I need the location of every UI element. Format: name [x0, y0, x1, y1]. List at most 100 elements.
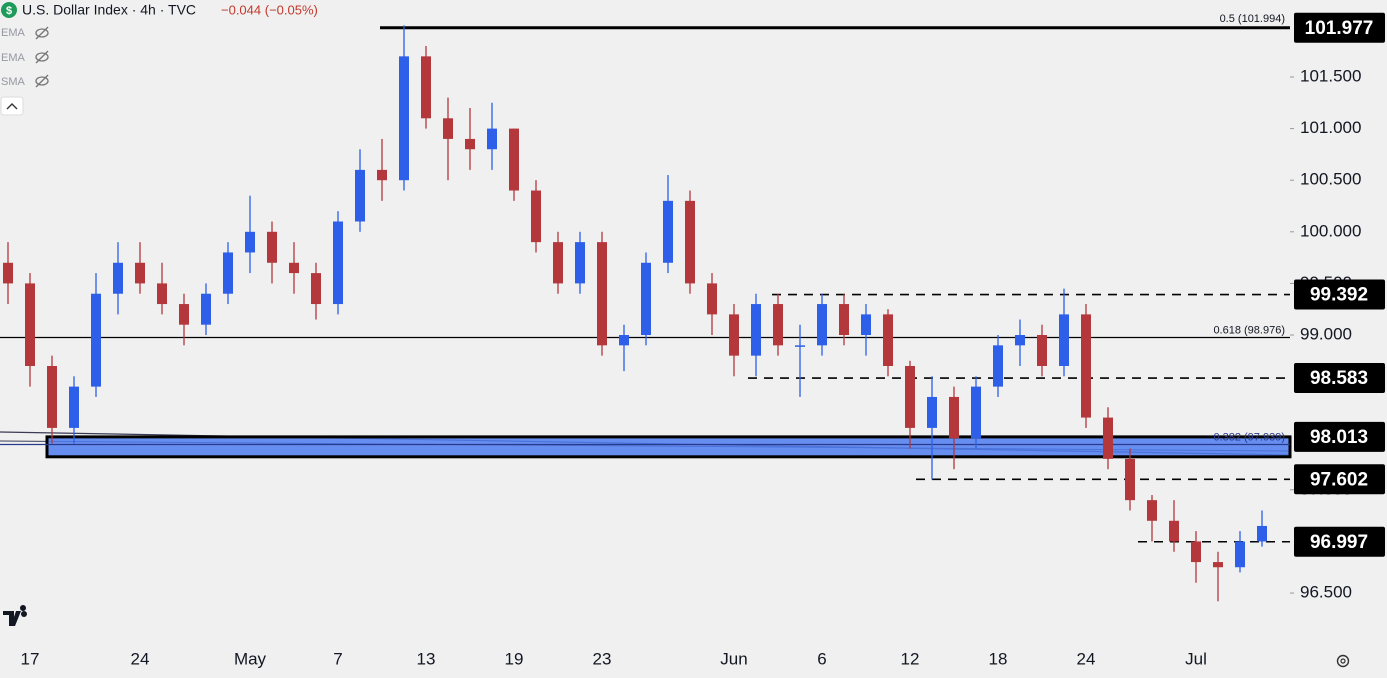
candle-body: [949, 396, 959, 439]
x-tick-label: 17: [21, 649, 40, 668]
candle-body: [47, 365, 57, 428]
candle-body: [1037, 335, 1047, 366]
level-layer: 0.5 (101.994) 0.618 (98.976) 0.382 (97.939…: [0, 13, 1292, 543]
symbol-logo-text: $: [6, 5, 12, 17]
candle-body: [377, 169, 387, 181]
candle-body: [751, 304, 761, 356]
candle-body: [1257, 525, 1267, 542]
candle-body: [465, 138, 475, 150]
indicator-list: EMA EMA SMA: [0, 26, 49, 116]
y-tick-label: 100.000: [1300, 221, 1361, 240]
tv-logo-dot: [21, 611, 27, 617]
candle-body: [1213, 562, 1223, 568]
candle-body: [399, 56, 409, 181]
candle-body: [685, 200, 695, 284]
candle-body: [839, 304, 849, 336]
price-box: [1294, 421, 1385, 452]
candle-body: [597, 242, 607, 346]
candle-body: [135, 262, 145, 284]
price-box: [1294, 363, 1385, 394]
x-tick-label: 18: [989, 649, 1008, 668]
x-tick-label: Jul: [1185, 649, 1207, 668]
candle-body: [69, 386, 79, 428]
settings-icon-center: [1340, 658, 1346, 664]
indicator-label[interactable]: EMA: [1, 52, 26, 64]
candle-body: [157, 283, 167, 305]
candle-layer: [3, 25, 1267, 602]
indicator-label[interactable]: SMA: [1, 76, 26, 88]
candle-body: [729, 314, 739, 356]
price-change: −0.044 (−0.05%): [221, 2, 318, 17]
indicator-label[interactable]: EMA: [1, 27, 26, 39]
candle-body: [575, 242, 585, 284]
fib-label: 0.618 (98.976): [1213, 324, 1285, 336]
candle-body: [3, 262, 13, 284]
fib-label: 0.5 (101.994): [1220, 13, 1285, 25]
collapse-button[interactable]: [0, 96, 24, 116]
price-box: [1294, 464, 1385, 495]
candle-body: [179, 304, 189, 325]
candle-body: [1125, 458, 1135, 501]
x-tick-label: May: [234, 649, 267, 668]
candle-body: [1015, 335, 1025, 346]
candle-body: [905, 365, 915, 428]
candle-body: [289, 262, 299, 274]
candle-body: [1147, 500, 1157, 521]
candle-body: [773, 304, 783, 346]
x-tick-label: 19: [505, 649, 524, 668]
x-tick-label: 24: [131, 649, 150, 668]
candle-body: [1081, 314, 1091, 418]
candle-body: [1059, 314, 1069, 366]
candle-body: [641, 262, 651, 336]
candle-body: [311, 273, 321, 305]
price-box-label: 98.583: [1310, 368, 1368, 389]
candle-body: [487, 128, 497, 150]
price-box-label: 101.977: [1305, 18, 1374, 39]
price-box: [1294, 12, 1385, 43]
x-tick-label: 24: [1077, 649, 1096, 668]
y-tick-label: 100.500: [1300, 170, 1361, 189]
symbol-title[interactable]: U.S. Dollar Index · 4h · TVC: [22, 2, 196, 18]
x-tick-label: 12: [901, 649, 920, 668]
candle-body: [509, 128, 519, 191]
fib-label: 0.382 (97.939): [1213, 431, 1285, 443]
x-tick-label: 7: [333, 649, 342, 668]
hidden-icons: [35, 26, 49, 88]
candle-body: [1235, 541, 1245, 568]
support-zone: [45, 435, 1292, 459]
price-box-label: 97.602: [1310, 469, 1368, 490]
axis-layer: 101.500101.000100.500100.00099.50099.000…: [21, 12, 1385, 668]
y-tick-label: 96.500: [1300, 583, 1352, 602]
candle-body: [25, 283, 35, 366]
price-box-label: 99.392: [1310, 285, 1368, 306]
symbol-logo: [1, 2, 17, 18]
candle-body: [91, 293, 101, 387]
y-tick-label: 101.500: [1300, 66, 1361, 85]
candle-body: [421, 56, 431, 119]
candle-body: [1191, 541, 1201, 563]
candle-body: [861, 314, 871, 336]
candle-body: [707, 283, 717, 315]
candle-body: [1169, 520, 1179, 542]
candle-body: [883, 314, 893, 366]
y-tick-label: 99.000: [1300, 325, 1352, 344]
price-box: [1294, 526, 1385, 557]
candle-body: [267, 231, 277, 263]
candle-body: [817, 304, 827, 346]
x-tick-label: 23: [593, 649, 612, 668]
candle-body: [663, 200, 673, 263]
candle-body: [993, 345, 1003, 387]
candle-body: [971, 386, 981, 439]
candle-body: [113, 262, 123, 294]
collapse-icon: [6, 103, 18, 110]
tv-logo: [3, 605, 27, 626]
candle-body: [1103, 417, 1113, 459]
price-box-label: 98.013: [1310, 427, 1368, 448]
candle-body: [355, 169, 365, 222]
candle-body: [927, 396, 937, 428]
price-box: [1294, 279, 1385, 310]
settings-icon[interactable]: [1336, 654, 1350, 668]
